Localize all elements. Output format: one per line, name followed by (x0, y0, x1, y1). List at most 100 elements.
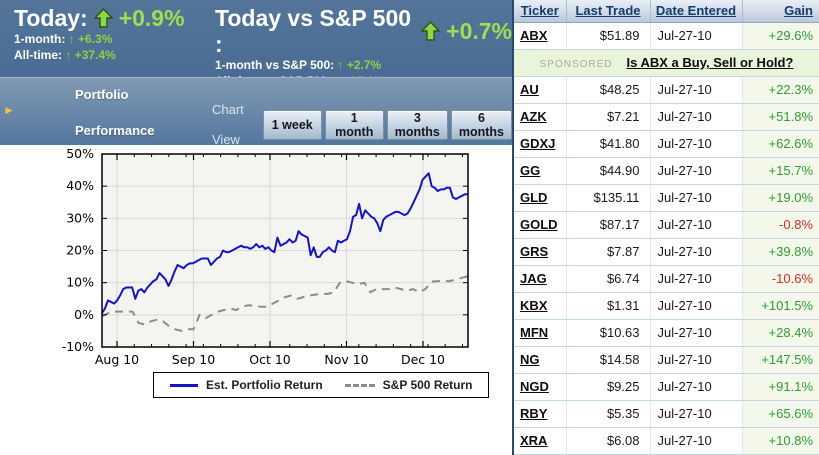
date-entered-value: Jul-27-10 (650, 157, 743, 185)
gain-value: +22.3% (742, 76, 819, 104)
up-arrow-icon: ↑ (65, 48, 72, 62)
date-entered-value: Jul-27-10 (650, 238, 743, 266)
last-trade-value: $14.58 (566, 346, 651, 374)
last-trade-value: $10.63 (566, 319, 651, 347)
date-entered-value: Jul-27-10 (650, 103, 743, 131)
svg-text:Aug 10: Aug 10 (95, 352, 139, 367)
header-gain[interactable]: Gain (742, 0, 819, 23)
gain-value: +91.1% (742, 373, 819, 401)
ticker-link[interactable]: GLD (514, 184, 567, 212)
ticker-link[interactable]: KBX (514, 292, 567, 320)
gain-value: +15.7% (742, 157, 819, 185)
table-row: GDXJ $41.80 Jul-27-10 +62.6% (514, 130, 819, 158)
table-row: XRA $6.08 Jul-27-10 +10.8% (514, 427, 819, 455)
ticker-link[interactable]: NGD (514, 373, 567, 401)
legend-item-portfolio: Est. Portfolio Return (170, 378, 323, 392)
table-row: NGD $9.25 Jul-27-10 +91.1% (514, 373, 819, 401)
chart-legend: Est. Portfolio Return S&P 500 Return (153, 372, 490, 398)
ticker-link[interactable]: GDXJ (514, 130, 567, 158)
gain-value: +65.6% (742, 400, 819, 428)
svg-text:30%: 30% (66, 210, 94, 225)
nav-item-portfolio[interactable]: Portfolio (75, 87, 129, 102)
sp500-line-swatch-icon (344, 383, 375, 387)
header-ticker[interactable]: Ticker (514, 0, 567, 23)
ticker-link[interactable]: AU (514, 76, 567, 104)
gain-value: +29.6% (742, 22, 819, 50)
gain-value: +10.8% (742, 427, 819, 455)
today-value: +0.9% (118, 5, 185, 31)
date-entered-value: Jul-27-10 (650, 346, 743, 374)
performance-panel: Today: +0.9% 1-month: ↑ +6.3% All-time: … (0, 0, 512, 455)
range-button-1-week[interactable]: 1 week (262, 110, 322, 140)
table-row: NG $14.58 Jul-27-10 +147.5% (514, 346, 819, 374)
header-last-trade[interactable]: Last Trade (566, 0, 651, 23)
up-arrow-icon: ↑ (68, 32, 75, 46)
today-vs-sp500-value: +0.7% (446, 18, 512, 44)
last-trade-value: $7.87 (566, 238, 651, 266)
svg-text:40%: 40% (66, 178, 94, 193)
returns-chart-area: 50% 40% 30% 20% 10% 0% -10% Aug 10 Sep 10 Oct 10 N… (0, 145, 512, 455)
one-month-vs-sp500-label: 1-month vs S&P 500: (215, 58, 335, 72)
date-entered-value: Jul-27-10 (650, 265, 743, 293)
today-label: Today: (14, 5, 88, 31)
table-row: RBY $5.35 Jul-27-10 +65.6% (514, 400, 819, 428)
date-entered-value: Jul-27-10 (650, 22, 743, 50)
nav-item-performance[interactable]: Performance (75, 123, 155, 138)
last-trade-value: $51.89 (566, 22, 651, 50)
one-month-vs-sp500-value: +2.7% (346, 58, 382, 72)
table-row: AU $48.25 Jul-27-10 +22.3% (514, 76, 819, 104)
svg-text:Oct 10: Oct 10 (249, 352, 291, 367)
table-row: AZK $7.21 Jul-27-10 +51.8% (514, 103, 819, 131)
last-trade-value: $6.74 (566, 265, 651, 293)
table-row: GLD $135.11 Jul-27-10 +19.0% (514, 184, 819, 212)
date-entered-value: Jul-27-10 (650, 292, 743, 320)
all-time-label: All-time: (14, 48, 62, 62)
sponsored-tag: SPONSORED (539, 59, 613, 70)
table-row: GRS $7.87 Jul-27-10 +39.8% (514, 238, 819, 266)
ticker-link[interactable]: AZK (514, 103, 567, 131)
svg-text:50%: 50% (66, 146, 94, 161)
date-entered-value: Jul-27-10 (650, 211, 743, 239)
svg-text:Dec 10: Dec 10 (401, 352, 445, 367)
positions-table: Ticker Last Trade Date Entered Gain ABX $… (514, 0, 819, 455)
ticker-link[interactable]: GG (514, 157, 567, 185)
ticker-link[interactable]: MFN (514, 319, 567, 347)
date-entered-value: Jul-27-10 (650, 130, 743, 158)
header-date-entered[interactable]: Date Entered (650, 0, 743, 23)
svg-text:0%: 0% (74, 307, 94, 322)
ticker-link[interactable]: XRA (514, 427, 567, 455)
svg-text:-10%: -10% (62, 339, 94, 354)
gain-value: +28.4% (742, 319, 819, 347)
last-trade-value: $48.25 (566, 76, 651, 104)
table-row: GOLD $87.17 Jul-27-10 -0.8% (514, 211, 819, 239)
sponsored-link[interactable]: Is ABX a Buy, Sell or Hold? (626, 55, 794, 70)
last-trade-value: $6.08 (566, 427, 651, 455)
gain-value: +39.8% (742, 238, 819, 266)
chart-view-controls: Chart View 1 week 1 month 3 months 6 months (212, 95, 512, 155)
up-arrow-icon (93, 8, 113, 28)
gain-value: +19.0% (742, 184, 819, 212)
last-trade-value: $1.31 (566, 292, 651, 320)
ticker-link[interactable]: GOLD (514, 211, 567, 239)
last-trade-value: $87.17 (566, 211, 651, 239)
ticker-link[interactable]: JAG (514, 265, 567, 293)
chart-view-label: Chart View (212, 102, 244, 147)
ticker-link[interactable]: ABX (514, 22, 567, 50)
up-arrow-icon: ↑ (337, 58, 344, 72)
ticker-link[interactable]: NG (514, 346, 567, 374)
range-button-6-months[interactable]: 6 months (450, 110, 512, 140)
ticker-link[interactable]: RBY (514, 400, 567, 428)
svg-text:Nov 10: Nov 10 (324, 352, 368, 367)
returns-line-chart: 50% 40% 30% 20% 10% 0% -10%Aug 10 Sep 10 Oct 10 N… (62, 146, 469, 367)
range-button-3-months[interactable]: 3 months (386, 110, 448, 140)
svg-text:Sep 10: Sep 10 (172, 352, 215, 367)
today-stats: Today: +0.9% 1-month: ↑ +6.3% All-time: … (14, 5, 185, 63)
nav-pointer-icon: ► (3, 103, 15, 117)
range-button-1-month[interactable]: 1 month (324, 110, 384, 140)
ticker-link[interactable]: GRS (514, 238, 567, 266)
portfolio-line-swatch-icon (170, 383, 198, 387)
last-trade-value: $41.80 (566, 130, 651, 158)
gain-value: +147.5% (742, 346, 819, 374)
legend-label-sp500: S&P 500 Return (382, 378, 473, 392)
